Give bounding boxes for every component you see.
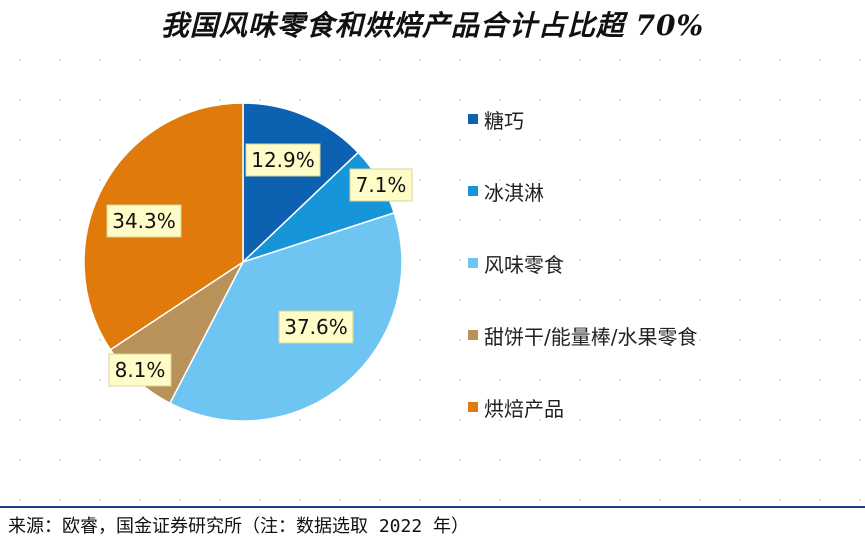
data-label-1: 12.9% <box>251 148 315 172</box>
legend-label: 甜饼干/能量棒/水果零食 <box>484 324 698 349</box>
data-label-box-2 <box>349 168 413 202</box>
legend-item-3: 风味零食 <box>468 248 564 278</box>
legend-label: 烘焙产品 <box>484 396 564 421</box>
legend-label: 糖巧 <box>484 108 524 133</box>
data-label-box-5 <box>106 204 182 238</box>
legend-swatch <box>468 186 478 196</box>
legend-label: 风味零食 <box>484 252 564 277</box>
data-label-5: 34.3% <box>112 209 176 233</box>
data-label-4: 8.1% <box>115 358 166 382</box>
source-note: 来源：欧睿，国金证券研究所（注：数据选取 2022 年） <box>8 516 470 537</box>
legend-item-5: 烘焙产品 <box>468 392 564 422</box>
data-label-3: 37.6% <box>284 315 348 339</box>
legend-item-2: 冰淇淋 <box>468 176 544 206</box>
legend-item-4: 甜饼干/能量棒/水果零食 <box>468 320 697 350</box>
legend-swatch <box>468 402 478 412</box>
legend-swatch <box>468 114 478 124</box>
data-label-2: 7.1% <box>356 173 407 197</box>
data-label-box-1 <box>245 143 321 177</box>
data-label-box-4 <box>108 353 172 387</box>
pie-slice-1 <box>242 102 360 264</box>
legend-swatch <box>468 330 478 340</box>
legend-swatch <box>468 258 478 268</box>
divider <box>0 506 865 508</box>
legend-label: 冰淇淋 <box>484 180 544 205</box>
chart-title: 我国风味零食和烘焙产品合计占比超 70% <box>160 9 705 42</box>
legend-item-1: 糖巧 <box>468 104 524 134</box>
data-label-box-3 <box>278 310 354 344</box>
